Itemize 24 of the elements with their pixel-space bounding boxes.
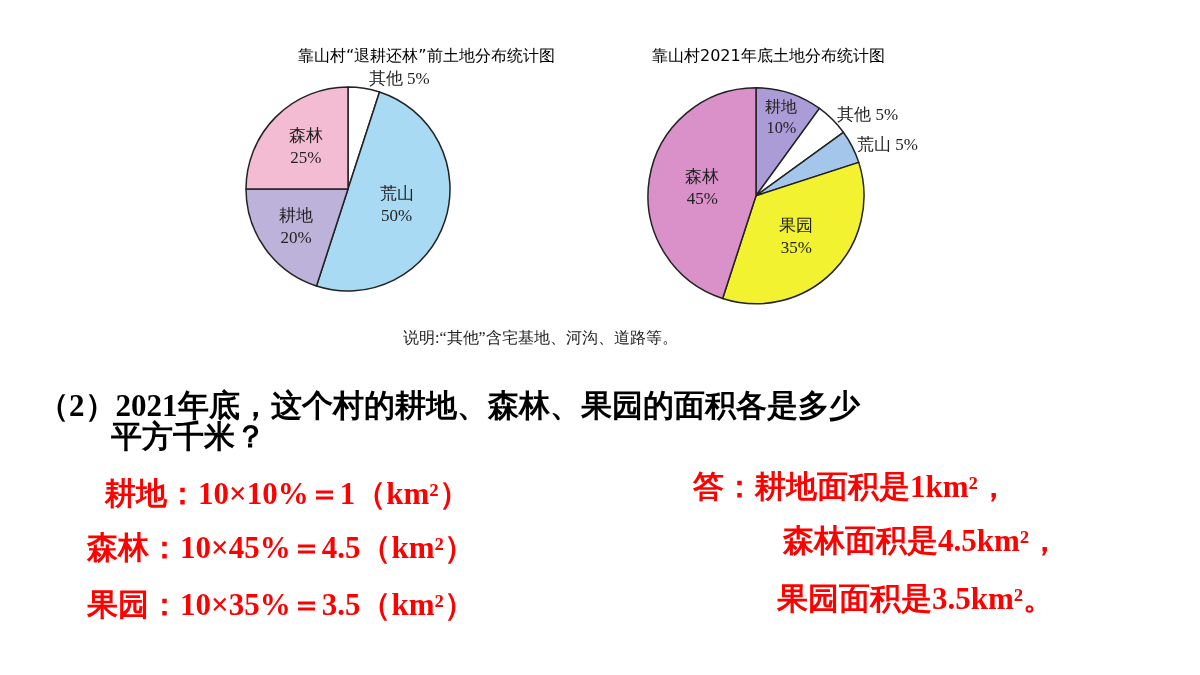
data-label: 10% [766,119,797,138]
text: 答：耕地面积是1km²， [692,469,1009,504]
text: 耕地：10×10%＝1（km²） [104,476,470,511]
slice-label: 果园 [779,215,814,235]
slice-label: 森林 [685,166,720,186]
data-label: 20% [280,228,312,248]
text: 森林面积是4.5km²， [782,523,1061,558]
chart-title: 靠山村“退耕还林”前土地分布统计图 [298,46,555,65]
slice-label: 其他 5% [837,105,899,125]
text: 森林：10×45%＝4.5（km²） [86,530,475,565]
text: 果园面积是3.5km²。 [776,581,1055,616]
slice-label: 耕地 [765,97,798,116]
data-label: 45% [686,188,718,208]
chart-title: 靠山村2021年底土地分布统计图 [652,46,885,65]
text: 果园：10×35%＝3.5（km²） [86,587,475,622]
slice-label: 其他 5% [368,69,430,89]
slice-label: 荒山 [379,184,414,204]
data-label: 50% [380,206,413,226]
data-label: 25% [290,148,322,168]
slice-label: 耕地 [279,206,314,226]
slice-label: 森林 [288,126,323,146]
slice-label: 荒山 5% [856,135,918,155]
data-label: 35% [780,237,812,257]
text: 说明:“其他”含宅基地、河沟、道路等。 [403,329,678,346]
